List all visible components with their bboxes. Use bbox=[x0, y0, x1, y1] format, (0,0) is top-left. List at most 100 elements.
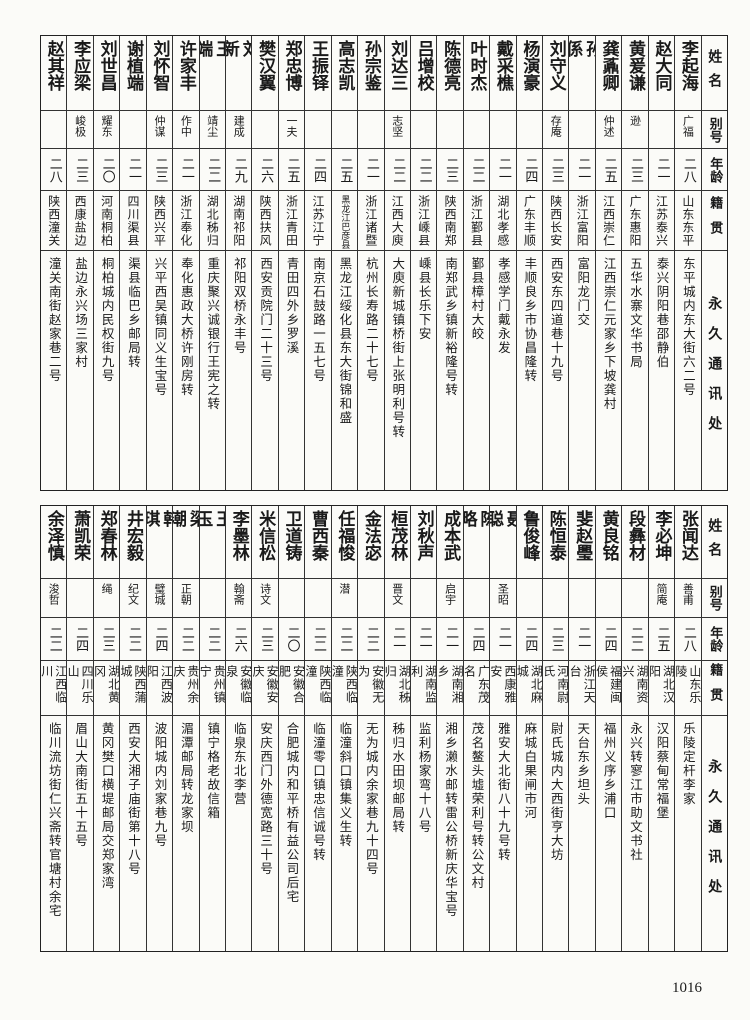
table-row: 赵大同 二一 江苏泰兴 泰兴阴阳巷邵静伯 bbox=[647, 36, 675, 490]
name-cell: 刘世昌 bbox=[93, 36, 120, 111]
address-cell: 汉阳蔡甸常福堡 bbox=[654, 722, 670, 820]
alias-cell: 翰斋 bbox=[225, 579, 252, 618]
name-cell: 张闻达 bbox=[675, 506, 701, 579]
address-cell: 杭州长寿路二十七号 bbox=[363, 257, 379, 383]
table-row: 王端 靖尘 二二 湖北秭归 重庆聚兴诚银行王宪之转 bbox=[198, 36, 225, 490]
alias-cell: 纪文 bbox=[120, 579, 146, 618]
native-cell: 湖北孝感 bbox=[490, 191, 516, 251]
native-cell: 湖北黄冈 bbox=[93, 661, 120, 716]
native-cell: 陕西临潼 bbox=[305, 661, 331, 716]
age-cell: 二三 bbox=[146, 149, 173, 191]
address-cell: 茂名鳌头墟荣利号转公文村 bbox=[469, 722, 485, 890]
native-cell: 江苏江宁 bbox=[305, 191, 331, 251]
name-cell: 孙係 bbox=[569, 36, 595, 111]
age-cell: 二一 bbox=[120, 149, 146, 191]
name-cell: 李必坤 bbox=[648, 506, 675, 579]
age-cell: 二二 bbox=[41, 618, 67, 661]
address-cell: 临泉东北李营 bbox=[231, 722, 247, 806]
native-cell: 江西波阳 bbox=[146, 661, 173, 716]
age-cell: 二一 bbox=[569, 618, 595, 661]
native-cell: 福建闽侯 bbox=[595, 661, 622, 716]
name-cell: 郑春林 bbox=[93, 506, 120, 579]
native-cell: 西康盐边 bbox=[67, 191, 93, 251]
table-row: 李墨林 翰斋 二六 安徽临泉 临泉东北李营 bbox=[224, 506, 252, 951]
alias-cell bbox=[305, 579, 331, 618]
alias-cell bbox=[516, 579, 543, 618]
name-cell: 段彝材 bbox=[622, 506, 648, 579]
table-row: 米信松 诗文 二三 安徽安庆 安庆西门外德宽路三十号 bbox=[251, 506, 278, 951]
table-row: 吕增校 二二 浙江嵊县 嵊县长乐下安 bbox=[409, 36, 437, 490]
name-cell: 梁潮 bbox=[173, 506, 199, 579]
alias-cell: 耀东 bbox=[93, 111, 120, 149]
table-row: 李必坤 简庵 二五 湖北汉阳 汉阳蔡甸常福堡 bbox=[647, 506, 675, 951]
native-cell: 浙江富阳 bbox=[569, 191, 595, 251]
table-row: 龚鼒卿 仲述 二五 江西崇仁 江西崇仁元家乡下坡龚村 bbox=[594, 36, 622, 490]
table-row: 李起海 广福 二八 山东东平 东平城内东大街六二号 bbox=[674, 36, 701, 490]
address-cell: 西安贡院门二十三号 bbox=[258, 257, 274, 383]
name-cell: 井宏毅 bbox=[120, 506, 146, 579]
native-cell: 安徽安庆 bbox=[252, 661, 278, 716]
native-cell: 陕西兴平 bbox=[146, 191, 173, 251]
native-cell: 山东乐陵 bbox=[675, 661, 701, 716]
native-cell: 湖北秭归 bbox=[384, 661, 410, 716]
alias-cell: 仲述 bbox=[595, 111, 622, 149]
native-cell: 河南桐柏 bbox=[93, 191, 120, 251]
address-cell: 永兴转寥江市助文书社 bbox=[628, 722, 644, 862]
table-row: 王振铎 二四 江苏江宁 南京石鼓路一五七号 bbox=[304, 36, 331, 490]
table-row: 刘世昌 耀东 二〇 河南桐柏 桐柏城内民权街九号 bbox=[92, 36, 120, 490]
alias-cell bbox=[410, 579, 437, 618]
age-cell: 二四 bbox=[516, 618, 543, 661]
native-cell: 江苏泰兴 bbox=[648, 191, 675, 251]
alias-cell bbox=[595, 579, 622, 618]
age-cell: 二六 bbox=[252, 149, 278, 191]
name-cell: 王玉 bbox=[199, 506, 225, 579]
alias-cell: 诗文 bbox=[252, 579, 278, 618]
age-cell: 二二 bbox=[120, 618, 146, 661]
age-cell: 二一 bbox=[648, 149, 675, 191]
table-row: 聂聪 圣昭 二一 西康雅安 雅安大北街八十九号转 bbox=[489, 506, 516, 951]
alias-cell: 浚哲 bbox=[41, 579, 67, 618]
age-cell: 二二 bbox=[384, 149, 410, 191]
address-cell: 鄞县樟村大皎 bbox=[469, 257, 485, 341]
name-cell: 聂聪 bbox=[490, 506, 516, 579]
address-cell: 黑龙江绥化县东大街锦和盛 bbox=[337, 257, 353, 425]
name-cell: 米信松 bbox=[252, 506, 278, 579]
age-cell: 二三 bbox=[543, 149, 569, 191]
table-row: 陈略 二四 广东茂名 茂名鳌头墟荣利号转公文村 bbox=[462, 506, 490, 951]
age-cell: 二二 bbox=[199, 618, 225, 661]
native-cell: 江西大庾 bbox=[384, 191, 410, 251]
age-cell: 二一 bbox=[437, 618, 463, 661]
age-cell: 二二 bbox=[358, 618, 384, 661]
alias-cell: 逊 bbox=[622, 111, 648, 149]
name-cell: 李起海 bbox=[675, 36, 701, 111]
name-cell: 谢植端 bbox=[120, 36, 146, 111]
alias-cell bbox=[437, 111, 463, 149]
table-row: 段彝材 二二 湖南资兴 永兴转寥江市助文书社 bbox=[621, 506, 648, 951]
native-cell: 湖南祁阳 bbox=[225, 191, 252, 251]
address-cell: 天台东乡坦头 bbox=[575, 722, 591, 806]
name-cell: 王振铎 bbox=[305, 36, 331, 111]
name-cell: 孙宗鉴 bbox=[358, 36, 384, 111]
alias-cell: 潜 bbox=[331, 579, 358, 618]
table-row: 余泽慎 浚哲 二二 江西临川 临川流坊街仁兴斋转官塘村余宅 bbox=[41, 506, 67, 951]
native-cell: 山东东平 bbox=[675, 191, 701, 251]
age-cell: 二八 bbox=[41, 149, 67, 191]
name-cell: 许家丰 bbox=[173, 36, 199, 111]
alias-cell bbox=[622, 579, 648, 618]
age-cell: 二一 bbox=[173, 149, 199, 191]
address-cell: 青田四外乡罗溪 bbox=[284, 257, 300, 355]
address-cell: 盐边永兴场三家村 bbox=[73, 257, 89, 369]
age-cell: 二三 bbox=[67, 149, 93, 191]
name-cell: 刘秋声 bbox=[410, 506, 437, 579]
alias-cell bbox=[199, 579, 225, 618]
alias-cell bbox=[490, 111, 516, 149]
age-cell: 二二 bbox=[199, 149, 225, 191]
address-cell: 祁阳双桥永丰号 bbox=[231, 257, 247, 355]
age-cell: 二一 bbox=[358, 149, 384, 191]
alias-cell: 晋文 bbox=[384, 579, 410, 618]
address-cell: 孝感学门戴永发 bbox=[495, 257, 511, 355]
address-cell: 泰兴阴阳巷邵静伯 bbox=[654, 257, 670, 369]
table-row: 桓茂林 晋文 二一 湖北秭归 秭归水田坝邮局转 bbox=[383, 506, 410, 951]
table-row: 郑忠博 一夫 二五 浙江青田 青田四外乡罗溪 bbox=[277, 36, 305, 490]
name-cell: 叶时杰 bbox=[463, 36, 490, 111]
